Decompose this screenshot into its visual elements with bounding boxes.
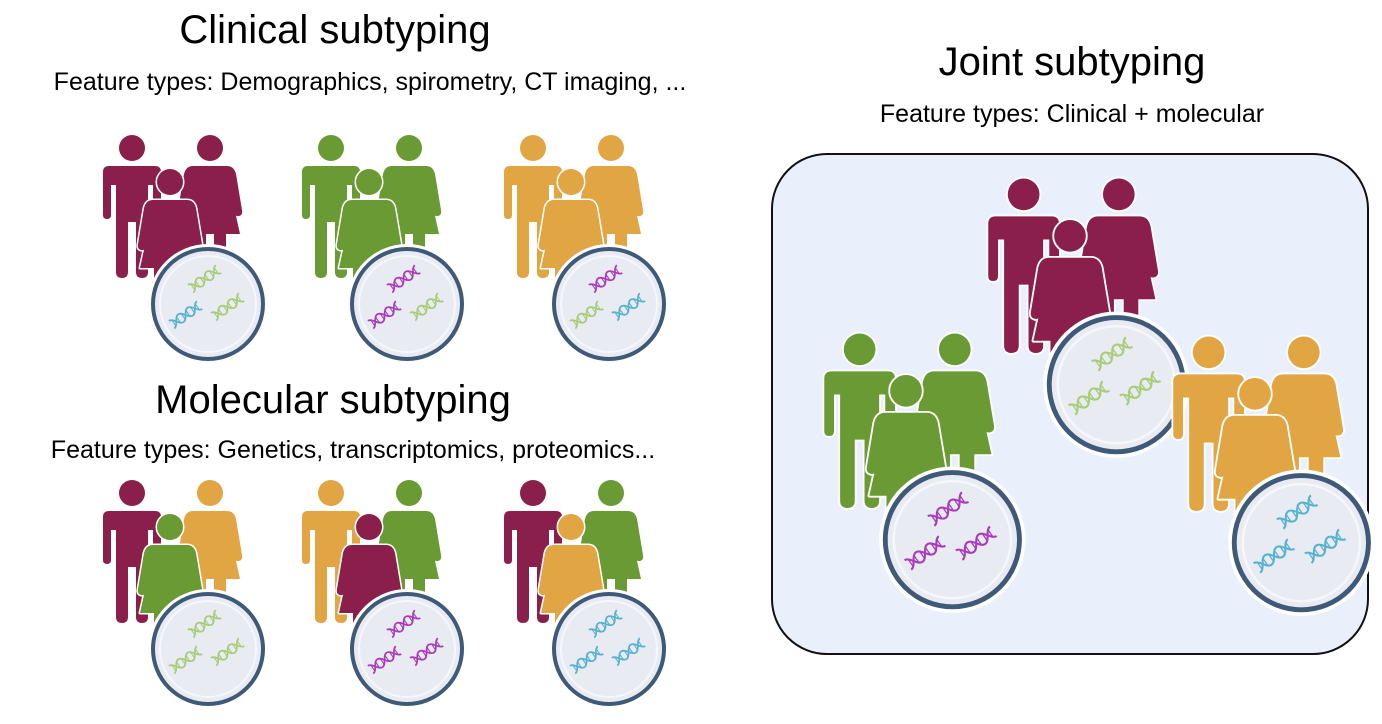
- clinical-group: [502, 133, 669, 364]
- clinical-group: [300, 133, 467, 364]
- sample-circle: [1231, 473, 1371, 613]
- dna-icon: [367, 645, 402, 675]
- sample-circle: [552, 247, 666, 361]
- joint-group: [986, 176, 1190, 458]
- sample-circle: [151, 592, 265, 706]
- dna-icon: [927, 491, 970, 527]
- clinical-subtitle: Feature types: Demographics, spirometry,…: [53, 68, 687, 96]
- molecular-subtitle: Feature types: Genetics, transcriptomics…: [50, 436, 656, 464]
- dna-icon: [187, 609, 222, 639]
- dna-icon: [210, 292, 245, 322]
- molecular-title: Molecular subtyping: [155, 378, 511, 422]
- sample-circle: [350, 247, 464, 361]
- woman-icon: [375, 133, 443, 280]
- dna-icon: [611, 637, 646, 667]
- sample-circle: [350, 592, 464, 706]
- clinical-title: Clinical subtyping: [179, 8, 491, 52]
- dna-icon: [569, 645, 604, 675]
- dna-icon: [588, 609, 623, 639]
- dna-icon: [1276, 494, 1319, 530]
- woman-icon: [176, 133, 244, 280]
- dna-icon: [1304, 528, 1347, 564]
- dna-icon: [1119, 370, 1162, 406]
- dna-icon: [367, 300, 402, 330]
- dna-icon: [409, 292, 444, 322]
- dna-icon: [955, 525, 998, 561]
- joint-group: [1171, 334, 1375, 616]
- dna-icon: [386, 264, 421, 294]
- molecular-group: [300, 478, 467, 709]
- dna-icon: [168, 645, 203, 675]
- dna-icon: [569, 300, 604, 330]
- dna-icon: [611, 292, 646, 322]
- dna-icon: [187, 264, 222, 294]
- joint-subtitle: Feature types: Clinical + molecular: [879, 100, 1265, 128]
- sample-circle: [552, 592, 666, 706]
- dna-icon: [386, 609, 421, 639]
- molecular-group: [502, 478, 669, 709]
- dna-icon: [210, 637, 245, 667]
- joint-group: [822, 331, 1026, 613]
- dna-icon: [1067, 380, 1110, 416]
- joint-title: Joint subtyping: [938, 40, 1206, 84]
- dna-icon: [409, 637, 444, 667]
- sample-circle: [882, 470, 1022, 610]
- dna-icon: [1091, 336, 1134, 372]
- dna-icon: [903, 535, 946, 571]
- sample-circle: [1046, 315, 1186, 455]
- dna-icon: [1252, 538, 1295, 574]
- dna-icon: [168, 300, 203, 330]
- molecular-group: [101, 478, 268, 709]
- dna-icon: [588, 264, 623, 294]
- clinical-group: [101, 133, 268, 364]
- sample-circle: [151, 247, 265, 361]
